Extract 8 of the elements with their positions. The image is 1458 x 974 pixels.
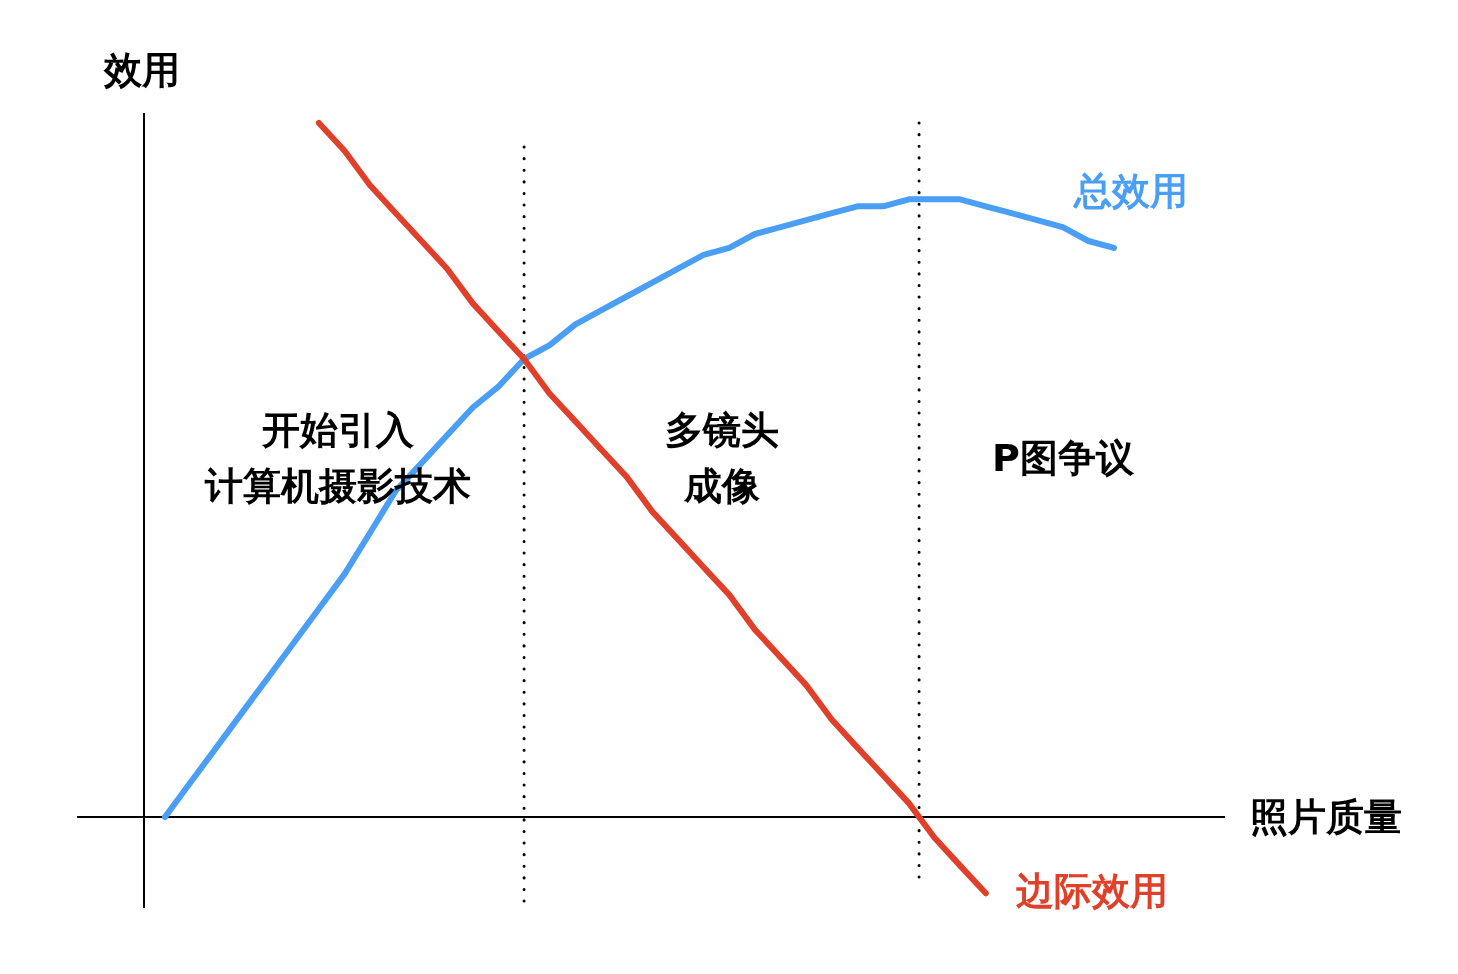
annotation: P图争议: [992, 435, 1135, 480]
annotation: 多镜头: [665, 407, 779, 452]
y-axis-title: 效用: [103, 47, 180, 92]
series-label: 边际效用: [1015, 868, 1168, 913]
annotation: 成像: [683, 463, 760, 508]
series-label: 总效用: [1072, 168, 1188, 213]
annotation: 开始引入: [261, 407, 415, 452]
x-axis-title: 照片质量: [1250, 794, 1402, 839]
